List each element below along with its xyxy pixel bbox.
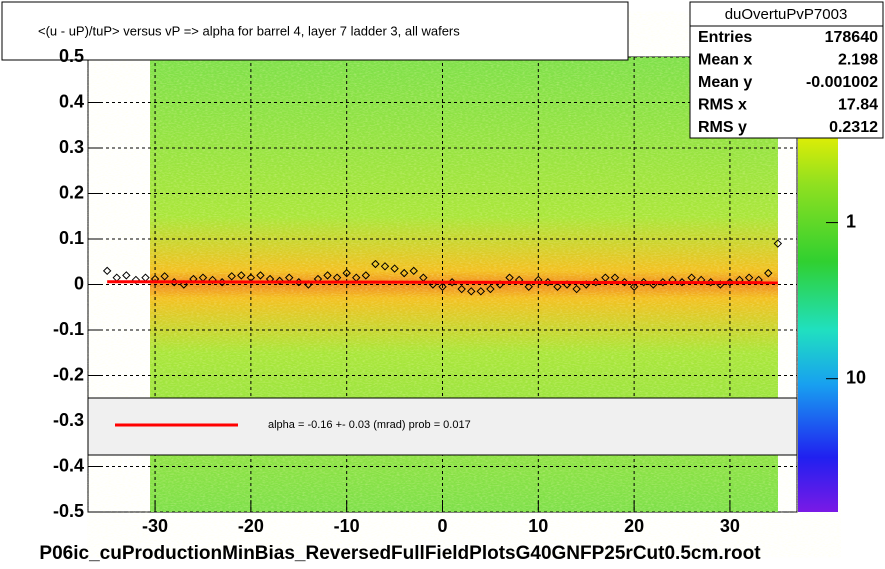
stats-value: 17.84 bbox=[838, 97, 878, 114]
stats-value: 0.2312 bbox=[829, 119, 878, 136]
profile-point bbox=[275, 276, 284, 286]
profile-point bbox=[476, 287, 486, 296]
stats-label: RMS y bbox=[698, 119, 747, 136]
profile-point bbox=[131, 275, 141, 285]
profile-point bbox=[524, 282, 533, 291]
x-tick-label: 0 bbox=[437, 516, 447, 536]
y-tick-label: -0.4 bbox=[53, 455, 84, 475]
profile-point bbox=[457, 284, 466, 294]
profile-point bbox=[629, 282, 639, 291]
profile-point bbox=[160, 272, 169, 281]
profile-point bbox=[237, 271, 246, 280]
profile-point bbox=[467, 287, 476, 296]
y-tick-label: 0.1 bbox=[59, 228, 84, 248]
x-tick-label: -20 bbox=[238, 516, 264, 536]
stats-label: RMS x bbox=[698, 97, 747, 114]
y-tick-label: 0 bbox=[74, 273, 84, 293]
z-tick-label: 10 bbox=[846, 367, 866, 387]
fit-line bbox=[107, 280, 778, 285]
profile-point bbox=[706, 278, 715, 287]
profile-point bbox=[409, 266, 418, 276]
profile-point bbox=[256, 271, 265, 280]
stats-title: duOvertuPvP7003 bbox=[725, 6, 848, 23]
y-tick-label: -0.2 bbox=[53, 364, 84, 384]
stats-label: Mean y bbox=[698, 74, 752, 91]
stats-value: 2.198 bbox=[838, 52, 878, 69]
x-tick-label: -10 bbox=[334, 516, 360, 536]
y-tick-label: 0.4 bbox=[59, 91, 84, 111]
profile-point bbox=[227, 272, 236, 281]
profile-point bbox=[361, 271, 371, 280]
x-tick-label: 30 bbox=[720, 516, 740, 536]
title-box bbox=[1, 1, 629, 61]
stats-label: Mean x bbox=[698, 52, 752, 69]
profile-point bbox=[390, 264, 399, 273]
stats-box bbox=[689, 1, 884, 139]
profile-point bbox=[553, 282, 562, 291]
y-tick-label: 0.3 bbox=[59, 137, 84, 157]
y-tick-label: -0.5 bbox=[53, 501, 84, 521]
profile-point bbox=[371, 259, 380, 269]
profile-point bbox=[773, 239, 783, 248]
x-tick-label: 10 bbox=[528, 516, 548, 536]
x-tick-label: 20 bbox=[624, 516, 644, 536]
profile-point bbox=[102, 266, 112, 276]
stats-value: 178640 bbox=[825, 29, 878, 46]
legend-text: alpha = -0.16 +- 0.03 (mrad) prob = 0.01… bbox=[268, 419, 471, 431]
y-tick-label: 0.2 bbox=[59, 182, 84, 202]
profile-point bbox=[208, 275, 217, 285]
profile-point bbox=[486, 284, 495, 294]
stats-value: -0.001002 bbox=[806, 74, 878, 91]
profile-point bbox=[122, 271, 131, 280]
profile-point bbox=[342, 268, 351, 278]
profile-point bbox=[323, 271, 332, 280]
y-tick-label: 0.5 bbox=[59, 46, 84, 66]
profile-point bbox=[725, 278, 735, 287]
chart-title: <(u - uP)/tuP> versus vP => alpha for ba… bbox=[38, 23, 460, 38]
x-tick-label: -30 bbox=[142, 516, 168, 536]
y-tick-label: -0.3 bbox=[53, 410, 84, 430]
profile-point bbox=[764, 268, 773, 278]
profile-point bbox=[572, 284, 581, 294]
y-tick-label: -0.1 bbox=[53, 319, 84, 339]
footer: P06ic_cuProductionMinBias_ReversedFullFi… bbox=[39, 543, 761, 564]
stats-label: Entries bbox=[698, 29, 752, 46]
profile-point bbox=[438, 282, 447, 291]
profile-point bbox=[380, 262, 390, 271]
z-tick-label: 1 bbox=[846, 211, 856, 231]
profile-point bbox=[399, 268, 409, 278]
